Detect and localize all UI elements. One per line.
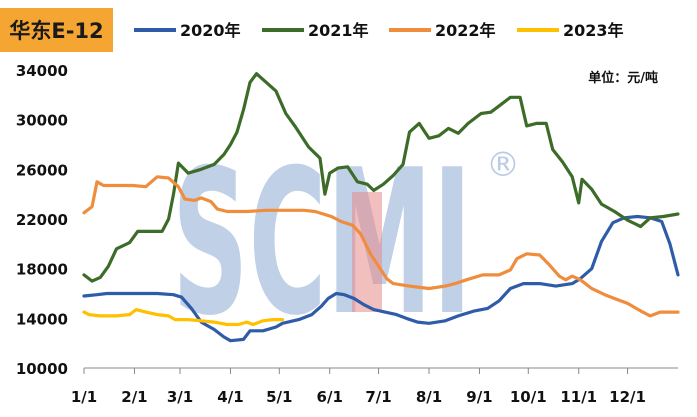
x-tick-label: 6/1 <box>317 388 343 406</box>
y-tick-label: 26000 <box>16 161 68 179</box>
x-tick-label: 4/1 <box>217 388 243 406</box>
x-tick-label: 3/1 <box>167 388 193 406</box>
y-tick-label: 30000 <box>16 112 68 130</box>
y-tick-label: 22000 <box>16 211 68 229</box>
series-line-1 <box>82 214 680 343</box>
watermark-registered-mark: ® <box>486 145 520 185</box>
x-tick-label: 9/1 <box>466 388 492 406</box>
y-tick-label: 14000 <box>16 310 68 328</box>
series-line-2 <box>82 72 680 283</box>
y-tick-label: 18000 <box>16 261 68 279</box>
x-tick-label: 2/1 <box>121 388 147 406</box>
x-tick-label: 8/1 <box>416 388 442 406</box>
watermark-red-accent <box>352 192 382 312</box>
x-tick-label: 7/1 <box>365 388 391 406</box>
y-tick-label: 10000 <box>16 360 68 378</box>
legend-label-1: 2020年 <box>180 21 241 40</box>
x-tick-label: 11/1 <box>560 388 597 406</box>
unit-label: 单位：元/吨 <box>588 70 658 86</box>
y-tick-label: 34000 <box>16 62 68 80</box>
x-tick-label: 5/1 <box>266 388 292 406</box>
x-tick-label: 10/1 <box>510 388 547 406</box>
legend-label-2: 2021年 <box>308 21 369 40</box>
series-line-4 <box>82 308 285 327</box>
legend-label-4: 2023年 <box>563 21 624 40</box>
x-tick-label: 12/1 <box>609 388 646 406</box>
x-tick-label: 1/1 <box>71 388 97 406</box>
chart-title: 华东E-12 <box>0 8 113 52</box>
legend-label-3: 2022年 <box>435 21 496 40</box>
series-line-3 <box>82 175 680 318</box>
